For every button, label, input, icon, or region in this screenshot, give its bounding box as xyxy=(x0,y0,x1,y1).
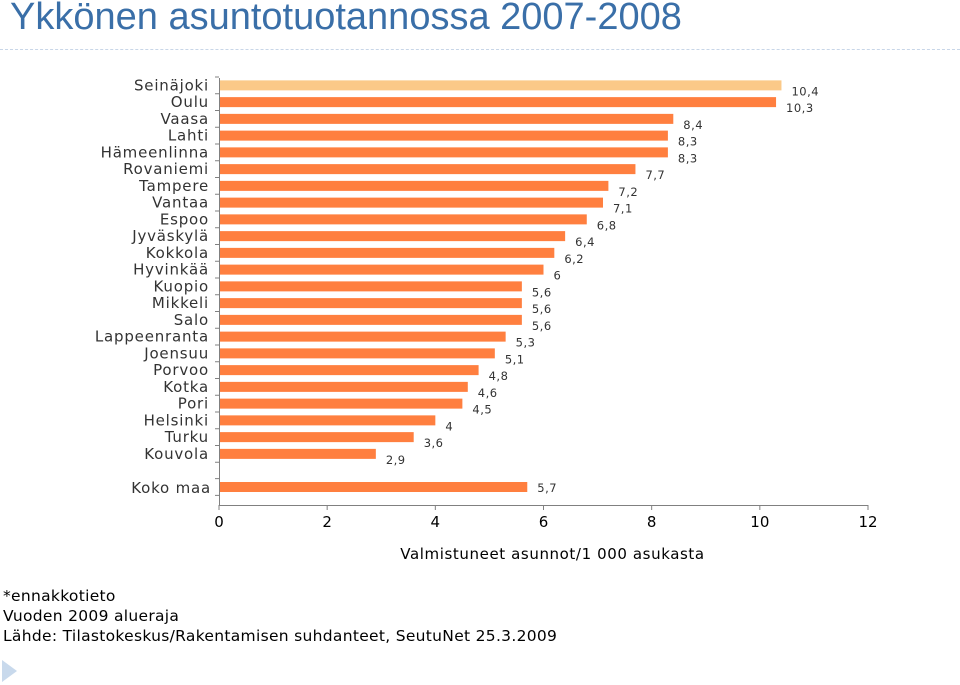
category-label: Turku xyxy=(164,428,209,446)
bar xyxy=(220,365,479,376)
total-category-label: Koko maa xyxy=(131,479,211,497)
x-tick-label: 2 xyxy=(322,513,332,531)
bar xyxy=(220,398,463,409)
data-label: 7,7 xyxy=(645,168,665,182)
data-label: 5,1 xyxy=(505,352,525,366)
data-label: 8,4 xyxy=(683,118,703,132)
total-bar xyxy=(220,482,528,492)
x-tick-label: 10 xyxy=(750,513,769,531)
category-label: Kouvola xyxy=(144,445,209,463)
footnote-preliminary: *ennakkotieto xyxy=(3,587,116,605)
category-label: Tampere xyxy=(138,177,209,195)
bar xyxy=(220,147,668,158)
bar xyxy=(220,331,506,342)
bar xyxy=(220,298,522,309)
footnote-source: Lähde: Tilastokeskus/Rakentamisen suhdan… xyxy=(3,627,558,645)
category-label: Joensuu xyxy=(143,344,209,362)
category-label: Rovaniemi xyxy=(123,160,209,178)
data-label: 4,6 xyxy=(478,386,498,400)
x-tick-label: 12 xyxy=(858,513,877,531)
category-label: Vaasa xyxy=(161,110,210,128)
x-tick-label: 0 xyxy=(214,513,224,531)
data-label: 3,6 xyxy=(424,436,444,450)
bar xyxy=(220,231,566,242)
triangle-arrow-icon xyxy=(2,660,17,682)
bar xyxy=(220,448,376,459)
footnote-region-boundary: Vuoden 2009 alueraja xyxy=(3,607,180,625)
category-label: Oulu xyxy=(171,93,209,111)
bar xyxy=(220,264,544,275)
bar xyxy=(220,97,777,108)
category-label: Salo xyxy=(174,311,209,329)
bar xyxy=(220,80,782,91)
bar xyxy=(220,180,609,191)
category-label: Lappeenranta xyxy=(95,328,209,346)
category-label: Espoo xyxy=(160,210,209,228)
page-title: Ykkönen asuntotuotannossa 2007-2008 xyxy=(10,0,682,38)
bar xyxy=(220,281,522,292)
category-label: Porvoo xyxy=(153,361,209,379)
data-label: 6 xyxy=(554,269,562,283)
bar xyxy=(220,381,468,392)
data-label: 2,9 xyxy=(386,453,406,467)
bar xyxy=(220,348,495,359)
bar xyxy=(220,432,414,443)
bar xyxy=(220,113,674,124)
data-label: 10,4 xyxy=(791,84,819,98)
category-label: Hyvinkää xyxy=(133,261,209,279)
data-label: 4,5 xyxy=(472,403,492,417)
data-label: 10,3 xyxy=(786,101,814,115)
category-label: Pori xyxy=(178,395,209,413)
bar xyxy=(220,164,636,175)
data-label: 7,2 xyxy=(618,185,638,199)
bar xyxy=(220,247,555,258)
data-label: 6,4 xyxy=(575,235,595,249)
category-label: Vantaa xyxy=(152,194,209,212)
data-label: 6,8 xyxy=(597,218,617,232)
data-label: 5,6 xyxy=(532,319,552,333)
data-label: 8,3 xyxy=(678,151,698,165)
data-label: 4,8 xyxy=(489,369,509,383)
data-label: 6,2 xyxy=(564,252,584,266)
title-divider xyxy=(0,49,960,50)
x-tick-label: 4 xyxy=(431,513,441,531)
bar xyxy=(220,197,603,208)
category-label: Seinäjoki xyxy=(134,76,209,94)
x-tick-label: 8 xyxy=(647,513,657,531)
bar xyxy=(220,130,668,141)
category-label: Lahti xyxy=(168,127,209,145)
category-label: Kokkola xyxy=(146,244,209,262)
bar xyxy=(220,214,587,225)
data-label: 7,1 xyxy=(613,202,633,216)
bar-chart: Seinäjoki 10,4 Oulu 10,3 Vaasa 8,4 Lahti 8,3 Häm… xyxy=(95,76,878,563)
bar xyxy=(220,314,522,325)
bar xyxy=(220,415,436,426)
category-label: Jyväskylä xyxy=(131,227,209,245)
data-label: 8,3 xyxy=(678,135,698,149)
data-label: 4 xyxy=(445,419,453,433)
category-label: Kuopio xyxy=(154,277,209,295)
category-label: Hämeenlinna xyxy=(101,143,209,161)
x-tick-label: 6 xyxy=(539,513,549,531)
data-label: 5,3 xyxy=(516,336,536,350)
category-label: Helsinki xyxy=(144,411,209,429)
data-label: 5,6 xyxy=(532,302,552,316)
category-label: Mikkeli xyxy=(152,294,209,312)
data-label: 5,6 xyxy=(532,285,552,299)
x-axis-title: Valmistuneet asunnot/1 000 asukasta xyxy=(400,545,704,563)
category-label: Kotka xyxy=(163,378,209,396)
total-data-label: 5,7 xyxy=(537,481,557,495)
